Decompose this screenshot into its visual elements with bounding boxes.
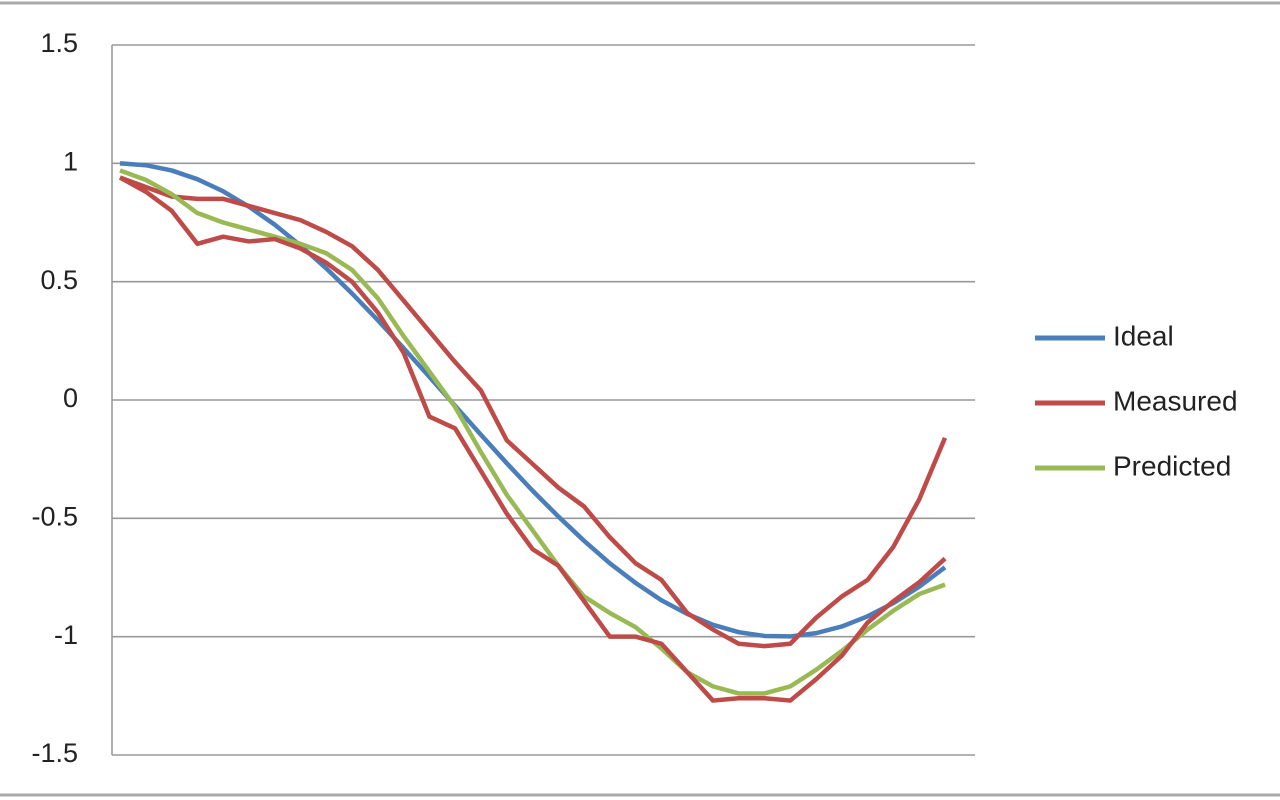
legend-label: Measured: [1113, 385, 1238, 416]
y-tick-label: -1: [54, 620, 78, 650]
legend-label: Predicted: [1113, 450, 1231, 481]
y-tick-label: 0.5: [40, 265, 78, 295]
series-line: [119, 168, 946, 696]
series-line: [118, 175, 947, 703]
y-tick-label: 1: [63, 146, 78, 176]
y-tick-label: 0: [63, 383, 78, 413]
y-tick-label: -1.5: [31, 738, 78, 768]
legend-label: Ideal: [1113, 320, 1174, 351]
series-line: [119, 161, 947, 639]
y-tick-label: 1.5: [40, 28, 78, 58]
series-line: [119, 175, 948, 649]
y-tick-label: -0.5: [31, 501, 78, 531]
